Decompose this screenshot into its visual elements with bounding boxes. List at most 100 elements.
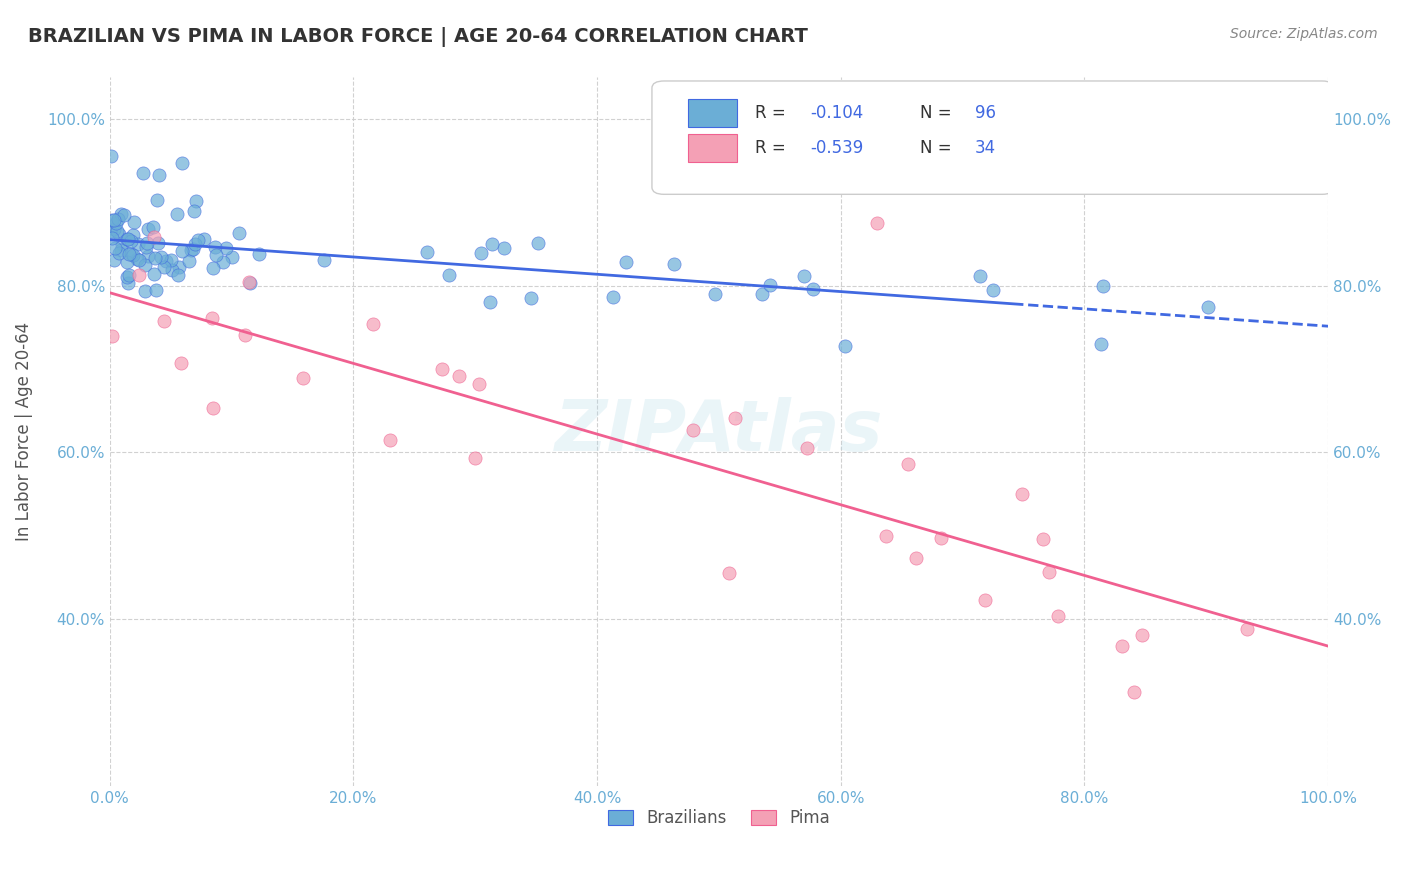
Point [149, 250, 172, 264]
Point [172, 244, 194, 258]
Point [103, 241, 125, 255]
Point [897, 458, 920, 472]
Point [170, 356, 193, 370]
Point [100, 148, 122, 162]
Point [103, 213, 125, 227]
Point [111, 236, 134, 251]
Point [152, 314, 174, 328]
Point [169, 260, 191, 275]
Point [134, 258, 156, 272]
Point [117, 276, 139, 290]
Point [929, 531, 952, 545]
Point [1092, 279, 1115, 293]
Point [160, 252, 183, 267]
Point [1236, 622, 1258, 636]
Point [160, 263, 183, 277]
Point [1111, 639, 1133, 653]
Point [184, 194, 207, 208]
Point [120, 234, 142, 248]
Point [122, 214, 145, 228]
Point [101, 212, 124, 227]
Point [796, 441, 818, 455]
Point [866, 216, 889, 230]
Point [1090, 336, 1112, 351]
Point [974, 593, 997, 607]
Point [148, 168, 170, 182]
Point [724, 411, 747, 425]
Point [682, 423, 704, 437]
Point [793, 268, 815, 283]
Point [110, 243, 132, 257]
Point [135, 240, 157, 254]
Text: ZIPAtlas: ZIPAtlas [555, 397, 883, 467]
Point [107, 246, 129, 260]
Point [205, 247, 228, 261]
Point [101, 329, 124, 343]
Point [1132, 628, 1154, 642]
Point [122, 248, 145, 262]
Point [602, 290, 624, 304]
Point [107, 227, 129, 241]
Text: -0.104: -0.104 [810, 103, 863, 122]
Point [717, 566, 740, 581]
Point [238, 275, 260, 289]
Point [100, 231, 122, 245]
Text: Source: ZipAtlas.com: Source: ZipAtlas.com [1230, 27, 1378, 41]
Point [1032, 533, 1054, 547]
Point [437, 268, 460, 283]
Point [167, 268, 190, 282]
Point [1046, 609, 1069, 624]
Point [145, 194, 167, 208]
Point [312, 252, 335, 267]
Point [449, 368, 471, 383]
Point [142, 219, 165, 234]
Point [201, 401, 224, 416]
Point [98, 224, 121, 238]
Text: R =: R = [755, 139, 792, 157]
Point [464, 450, 486, 465]
Point [247, 246, 270, 260]
Point [155, 254, 177, 268]
Point [127, 236, 149, 251]
Point [981, 283, 1004, 297]
Point [1038, 565, 1060, 579]
Point [170, 155, 193, 169]
Point [202, 260, 225, 275]
Point [614, 254, 637, 268]
Point [204, 240, 226, 254]
Point [128, 268, 150, 283]
Point [104, 216, 127, 230]
Point [212, 255, 235, 269]
Point [201, 311, 224, 326]
Text: 34: 34 [974, 139, 995, 157]
Point [115, 255, 138, 269]
Point [136, 236, 159, 251]
Point [494, 241, 516, 255]
Point [193, 232, 215, 246]
Point [166, 207, 188, 221]
Point [478, 295, 501, 310]
Text: BRAZILIAN VS PIMA IN LABOR FORCE | AGE 20-64 CORRELATION CHART: BRAZILIAN VS PIMA IN LABOR FORCE | AGE 2… [28, 27, 808, 46]
Point [143, 230, 166, 244]
Text: 96: 96 [974, 103, 995, 122]
Point [759, 278, 782, 293]
Point [132, 166, 155, 180]
Point [146, 236, 169, 251]
Point [291, 371, 314, 385]
Point [239, 277, 262, 291]
Point [138, 222, 160, 236]
Point [115, 269, 138, 284]
FancyBboxPatch shape [689, 134, 737, 162]
Point [134, 284, 156, 298]
Point [118, 247, 141, 261]
Point [127, 252, 149, 267]
Point [834, 338, 856, 352]
Point [187, 233, 209, 247]
Text: N =: N = [920, 103, 957, 122]
Point [969, 269, 991, 284]
Point [103, 222, 125, 236]
Point [128, 252, 150, 267]
Point [1197, 300, 1219, 314]
Point [468, 376, 491, 391]
Point [380, 433, 402, 447]
